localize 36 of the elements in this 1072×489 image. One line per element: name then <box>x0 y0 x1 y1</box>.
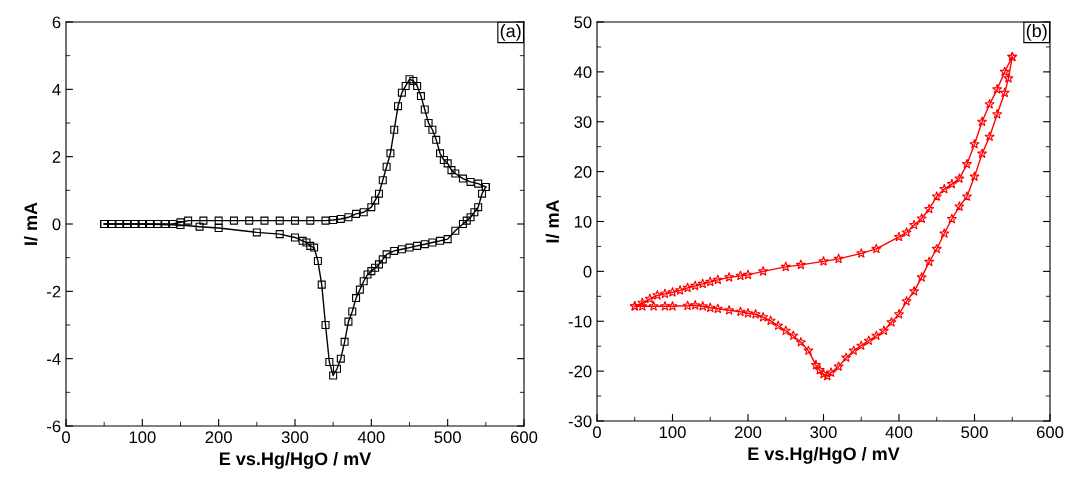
x-tick-label: 400 <box>885 426 913 439</box>
y-tick-label: -2 <box>47 285 61 298</box>
y-tick-label: -20 <box>568 365 592 378</box>
x-tick-label: 100 <box>659 426 686 439</box>
y-tick-label: 20 <box>574 166 592 178</box>
y-axis-title: I/ mA <box>545 199 560 243</box>
x-tick-label: 500 <box>961 426 988 439</box>
x-axis-title: E vs.Hg/HgO / mV <box>219 451 372 469</box>
y-tick-label: -6 <box>47 420 61 433</box>
x-tick-label: 600 <box>510 431 538 444</box>
y-tick-label: 0 <box>52 218 61 231</box>
y-tick-label: 2 <box>52 151 61 163</box>
y-tick-label: 30 <box>574 116 592 128</box>
y-tick-label: 6 <box>52 16 61 29</box>
x-tick-label: 500 <box>434 431 461 444</box>
y-tick-label: -30 <box>568 415 592 428</box>
x-tick-label: 200 <box>734 426 762 439</box>
x-tick-label: 100 <box>129 431 156 444</box>
y-tick-label: -10 <box>568 315 592 328</box>
annotation: (b) <box>1026 24 1047 41</box>
x-tick-label: 600 <box>1036 426 1064 439</box>
y-tick-label: 4 <box>52 83 61 96</box>
annotation: (a) <box>500 24 521 41</box>
y-axis-title: I/ mA <box>23 202 38 245</box>
y-tick-label: -4 <box>47 353 61 365</box>
x-tick-label: 200 <box>205 431 232 444</box>
x-tick-label: 400 <box>357 431 385 444</box>
x-axis-title: E vs.Hg/HgO / mV <box>748 446 900 464</box>
x-tick-label: 300 <box>281 431 309 444</box>
y-tick-label: 40 <box>573 66 592 79</box>
y-tick-label: 50 <box>574 16 592 29</box>
x-tick-label: 0 <box>593 426 601 439</box>
x-tick-label: 300 <box>810 426 837 439</box>
x-tick-label: 0 <box>62 431 70 444</box>
y-tick-label: 0 <box>583 265 592 278</box>
y-tick-label: 10 <box>574 215 592 228</box>
